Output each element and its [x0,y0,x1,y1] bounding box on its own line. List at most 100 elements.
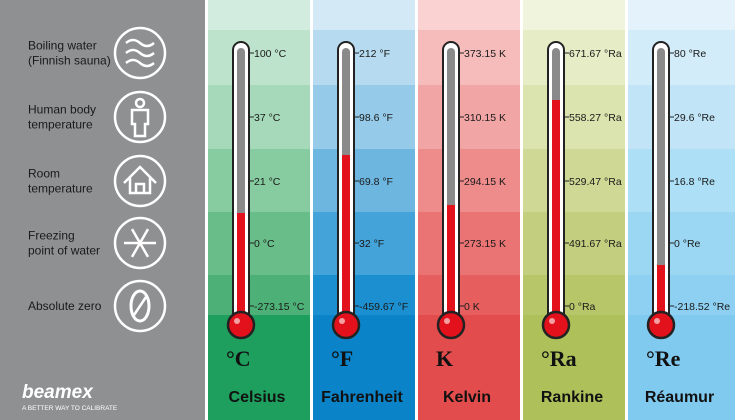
scale-symbol: °F [331,346,353,371]
icon-glyph [134,97,146,109]
icon-glyph [123,165,157,195]
column-band [313,85,415,149]
row-label: Absolute zero [28,299,102,313]
row-label: point of water [28,244,100,258]
row-label: Boiling water [28,39,97,53]
column-band [313,30,415,85]
reading: 21 °C [254,176,281,188]
reading: 273.15 K [464,238,506,250]
icon-glyph [130,242,142,258]
logo-tagline: A BETTER WAY TO CALIBRATE [22,405,118,412]
scale-name: Rankine [541,389,603,406]
reading: 373.15 K [464,48,506,60]
scale-symbol: °C [226,346,251,371]
thermometer-fill [237,213,245,318]
icon-glyph [125,58,155,68]
thermometer-bulb [541,310,571,340]
column-band [313,315,415,420]
column-band [208,315,310,420]
column-band [208,149,310,212]
thermometer-empty [657,48,665,318]
bulb-shine [549,318,555,324]
scale-name: Celsius [229,389,286,406]
scale-symbol: °Ra [541,346,577,371]
thermometer-fill [552,100,560,318]
row-label: Freezing [28,229,75,243]
row-icon [113,279,167,333]
reading: 16.8 °Re [674,176,715,188]
column-band [523,315,625,420]
column-band [208,0,310,30]
column-band [523,275,625,315]
thermometer-bulb [226,310,256,340]
column-band [628,85,735,149]
reading: 29.6 °Re [674,112,715,124]
row-icon [113,90,167,144]
reading: 212 °F [359,48,390,60]
column-band [208,212,310,275]
bulb-shine [654,318,660,324]
reading: -459.67 °F [359,301,408,313]
thermometer-fill [447,205,455,318]
reading: 80 °Re [674,48,706,60]
bulb-shine [444,318,450,324]
icon-glyph [129,289,151,323]
reading: 558.27 °Ra [569,112,622,124]
icon-glyph [125,38,155,48]
scale-symbol: °Re [646,346,681,371]
column-band [628,149,735,212]
column-band [628,275,735,315]
column-band [313,149,415,212]
column-band [313,0,415,30]
icon-glyph [130,228,142,244]
column-band [523,85,625,149]
column-band [313,275,415,315]
reading: 529.47 °Ra [569,176,622,188]
column-band [628,0,735,30]
reading: 98.6 °F [359,112,393,124]
row-label: Room [28,167,60,181]
reading: 310.15 K [464,112,506,124]
column-band [418,85,520,149]
logo: beamex [22,382,94,403]
column-band [628,212,735,275]
column-band [208,85,310,149]
column-band [523,30,625,85]
column-band [628,315,735,420]
column-band [418,0,520,30]
thermometer-bulb [331,310,361,340]
left-panel [0,0,205,420]
row-label: temperature [28,118,93,132]
row-icon [113,216,167,270]
row-label: temperature [28,182,93,196]
column-band [628,30,735,85]
reading: -273.15 °C [254,301,305,313]
column-band [418,275,520,315]
thermometer-fill [657,265,665,318]
column-band [208,275,310,315]
thermometer-bulb [646,310,676,340]
icon-glyph [130,108,150,138]
thermometer-fill [342,155,350,318]
row-label: Human body [28,103,96,117]
reading: 671.67 °Ra [569,48,622,60]
reading: 69.8 °F [359,176,393,188]
column-band [523,149,625,212]
scale-symbol: K [436,346,453,371]
column-band [523,0,625,30]
icon-glyph [125,48,155,58]
reading: 0 °Re [674,238,701,250]
reading: 37 °C [254,112,281,124]
reading: 0 °C [254,238,275,250]
reading: 32 °F [359,238,384,250]
column-band [523,212,625,275]
icon-glyph [138,228,150,244]
reading: 491.67 °Ra [569,238,622,250]
icon-glyph [138,242,150,258]
scale-name: Réaumur [645,389,714,406]
reading: 294.15 K [464,176,506,188]
column-band [418,315,520,420]
reading: 0 °Ra [569,301,596,313]
column-band [418,30,520,85]
